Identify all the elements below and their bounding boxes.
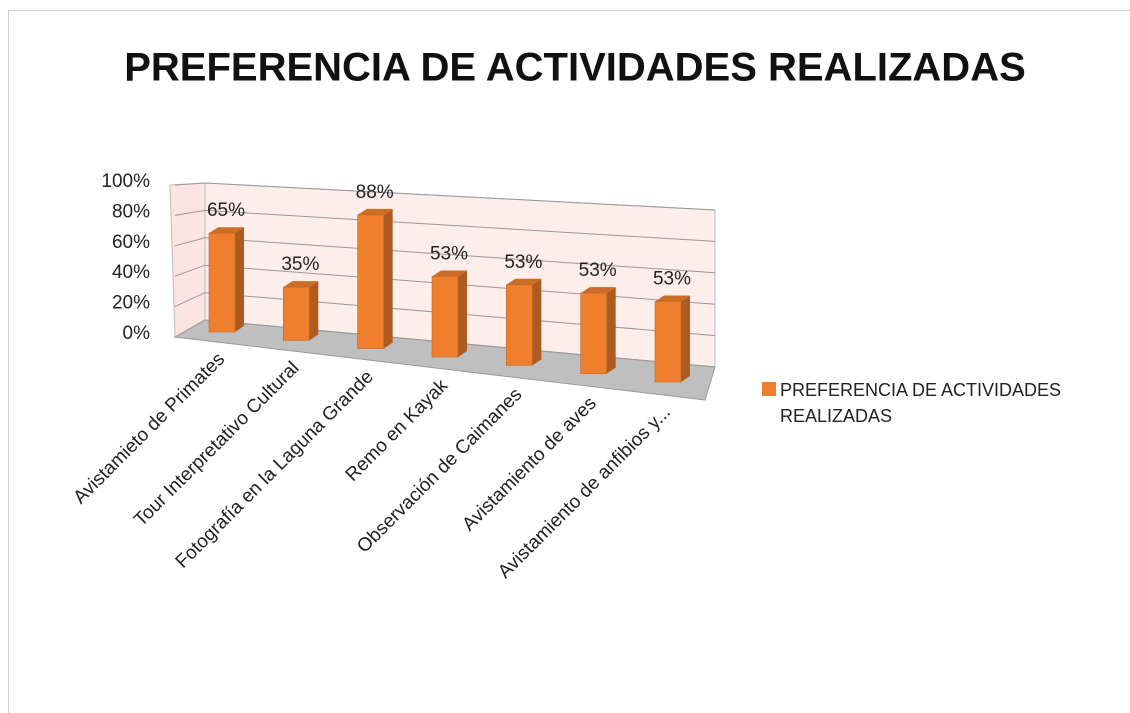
data-label: 53% (430, 243, 468, 264)
legend-swatch (762, 382, 776, 396)
bar-top (283, 281, 319, 288)
bar-top (357, 208, 393, 215)
data-label: 65% (207, 200, 245, 221)
bar-side (681, 295, 690, 382)
grid-line (174, 264, 716, 305)
grid-line (174, 209, 716, 242)
grid-line (174, 182, 716, 211)
y-tick-label: 40% (112, 262, 150, 283)
bar (208, 232, 236, 333)
bar (431, 276, 459, 358)
bar-top (209, 227, 244, 234)
chart-frame (8, 10, 1130, 713)
bar-side (383, 208, 393, 349)
data-label: 53% (579, 260, 617, 281)
data-label: 53% (653, 268, 691, 289)
data-label: 35% (281, 254, 319, 275)
chart-title: PREFERENCIA DE ACTIVIDADES REALIZADAS (124, 46, 1026, 90)
data-label: 88% (356, 182, 394, 203)
bar-side (532, 278, 542, 366)
grid-line (174, 237, 716, 274)
bar-side (309, 281, 319, 341)
y-tick-label: 100% (101, 171, 150, 192)
x-tick-label: Avistamieto de Primates (70, 349, 229, 508)
y-tick-label: 80% (112, 201, 150, 222)
x-tick-label: Tour Interpretativo Cultural (130, 358, 303, 531)
x-tick-label: Avistamiento de aves (458, 393, 600, 535)
bar (357, 214, 384, 349)
bar-top (580, 287, 616, 294)
bar-side (458, 270, 467, 357)
x-tick-label: Avistamiento de anfibios y... (494, 402, 675, 583)
grid-line (174, 319, 716, 368)
bar-top (432, 270, 467, 277)
legend-label: PREFERENCIA DE ACTIVIDADES REALIZADAS (780, 380, 1062, 426)
bar-top (655, 295, 690, 302)
bar-side (235, 227, 244, 332)
grid-line (174, 292, 716, 337)
bar (506, 284, 533, 366)
bar-side (606, 287, 616, 374)
bar (283, 286, 310, 341)
bar (654, 301, 682, 383)
y-tick-label: 0% (123, 323, 151, 344)
y-tick-label: 60% (112, 232, 150, 253)
bar-top (506, 278, 542, 285)
left-wall (169, 182, 206, 338)
x-tick-label: Observación de Caimanes (353, 384, 526, 557)
y-tick-label: 20% (112, 293, 150, 314)
bar (580, 292, 607, 374)
data-label: 53% (504, 252, 542, 273)
